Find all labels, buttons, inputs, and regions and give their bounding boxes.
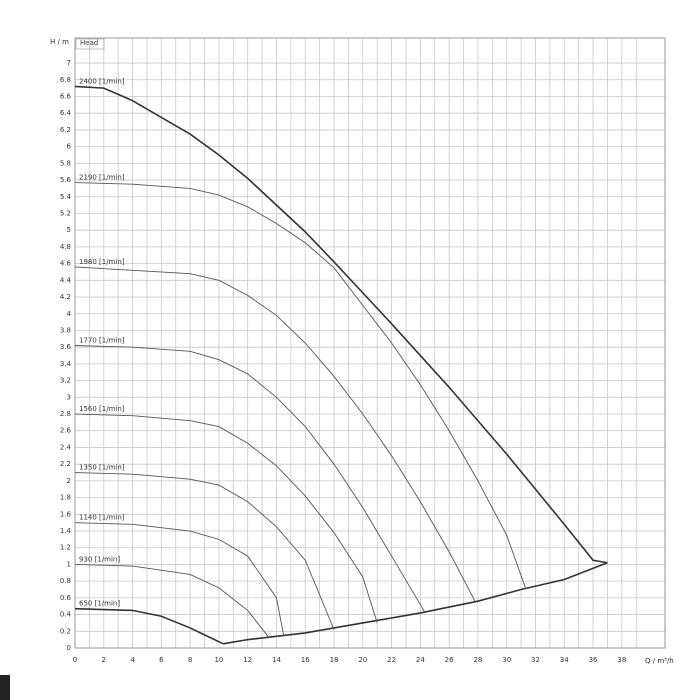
y-tick-label: 2.6 (60, 427, 72, 435)
y-tick-label: 1 (67, 560, 71, 568)
curve-label: 1560 [1/min] (79, 405, 125, 413)
y-tick-label: 4.6 (60, 260, 72, 268)
y-tick-label: 6.4 (60, 109, 72, 117)
y-tick-label: 4.8 (60, 243, 71, 251)
y-tick-label: 6.8 (60, 76, 71, 84)
speed-curve (74, 563, 270, 639)
x-tick-label: 4 (130, 656, 135, 664)
x-tick-label: 6 (159, 656, 164, 664)
speed-curve (74, 345, 426, 613)
y-tick-label: 6.2 (60, 126, 71, 134)
y-tick-label: 4.2 (60, 293, 71, 301)
y-tick-label: 1.8 (60, 494, 71, 502)
x-tick-label: 24 (416, 656, 425, 664)
corner-marker (0, 675, 10, 700)
y-tick-label: 1.2 (60, 544, 71, 552)
x-tick-label: 28 (473, 656, 482, 664)
curve-label: 1350 [1/min] (79, 464, 125, 472)
curve-label: 2190 [1/min] (79, 174, 125, 182)
speed-curve (74, 607, 224, 645)
y-tick-label: 2 (67, 477, 71, 485)
x-tick-label: 10 (214, 656, 223, 664)
y-tick-label: 3.8 (60, 326, 71, 334)
curve-label: 1980 [1/min] (79, 258, 125, 266)
y-tick-label: 3 (67, 393, 71, 401)
y-tick-label: 0.4 (60, 611, 72, 619)
speed-curve (74, 85, 608, 564)
speed-curve (74, 413, 378, 624)
y-tick-label: 3.4 (60, 360, 72, 368)
curve-label: 650 [1/min] (79, 600, 120, 608)
x-axis-label: Q / m³/h (645, 657, 674, 665)
y-tick-label: 5 (67, 226, 71, 234)
y-tick-label: 3.2 (60, 377, 71, 385)
curve-label: 930 [1/min] (79, 555, 120, 563)
y-tick-label: 0.6 (60, 594, 72, 602)
y-tick-label: 2.2 (60, 460, 71, 468)
y-tick-label: 4 (67, 310, 72, 318)
y-tick-label: 0.2 (60, 627, 71, 635)
speed-curve (74, 182, 526, 588)
x-tick-label: 0 (73, 656, 77, 664)
panel-label-box (75, 38, 105, 50)
speed-curve (74, 266, 476, 602)
speed-curve (223, 562, 608, 645)
y-axis-label: H / m (50, 38, 69, 46)
x-tick-label: 18 (330, 656, 339, 664)
y-tick-label: 3.6 (60, 343, 72, 351)
x-tick-label: 8 (188, 656, 192, 664)
y-tick-label: 5.4 (60, 193, 72, 201)
y-tick-label: 1.6 (60, 510, 72, 518)
x-tick-label: 30 (502, 656, 511, 664)
x-tick-label: 16 (301, 656, 310, 664)
curve-label: 2400 [1/min] (79, 77, 125, 85)
y-tick-label: 5.2 (60, 209, 71, 217)
x-tick-label: 12 (243, 656, 252, 664)
y-tick-label: 0.8 (60, 577, 71, 585)
curve-label: 1140 [1/min] (79, 514, 125, 522)
x-tick-label: 14 (272, 656, 281, 664)
x-tick-label: 38 (617, 656, 626, 664)
x-tick-label: 32 (531, 656, 540, 664)
x-tick-label: 2 (102, 656, 106, 664)
y-tick-label: 6.6 (60, 92, 72, 100)
speed-curve (74, 522, 285, 636)
y-tick-label: 0 (67, 644, 71, 652)
x-tick-label: 36 (589, 656, 598, 664)
y-tick-label: 6 (67, 143, 72, 151)
y-tick-label: 2.8 (60, 410, 71, 418)
curve-label: 1770 [1/min] (79, 337, 125, 345)
y-tick-label: 1.4 (60, 527, 72, 535)
y-tick-label: 5.6 (60, 176, 72, 184)
x-tick-label: 26 (445, 656, 454, 664)
plot-frame (74, 37, 666, 649)
y-tick-label: 2.4 (60, 443, 72, 451)
y-tick-label: 5.8 (60, 159, 71, 167)
y-tick-label: 7 (67, 59, 71, 67)
speed-curve (74, 472, 335, 630)
x-tick-label: 20 (358, 656, 367, 664)
x-tick-label: 22 (387, 656, 396, 664)
x-tick-label: 34 (560, 656, 569, 664)
y-tick-label: 4.4 (60, 276, 72, 284)
